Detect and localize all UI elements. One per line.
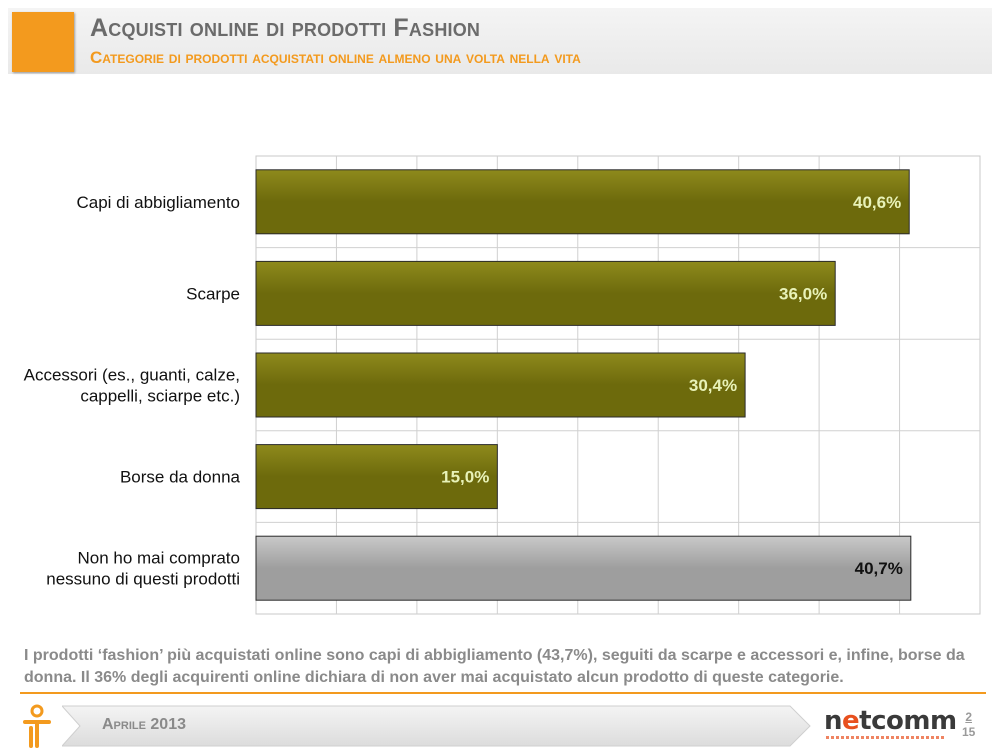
category-label: Capi di abbigliamento — [77, 193, 241, 212]
category-label: Scarpe — [186, 284, 240, 303]
category-label: Borse da donna — [120, 468, 241, 487]
bar-value-label: 36,0% — [779, 284, 827, 303]
page-title: Acquisti online di prodotti Fashion — [90, 14, 481, 42]
person-logo-icon — [23, 704, 51, 748]
page-number: 2 15 — [962, 710, 975, 740]
bar-value-label: 30,4% — [689, 376, 737, 395]
bar-value-label: 40,6% — [853, 193, 901, 212]
category-label: cappelli, sciarpe etc.) — [80, 387, 240, 406]
page-subtitle: Categorie di prodotti acquistati online … — [90, 48, 581, 67]
header-band — [8, 8, 992, 74]
netcomm-logo: netcomm — [824, 706, 957, 736]
bar — [255, 444, 498, 510]
bar — [255, 535, 912, 601]
category-label: nessuno di questi prodotti — [46, 570, 240, 589]
page-current: 2 — [965, 710, 973, 724]
bar — [255, 352, 746, 418]
bar — [255, 169, 910, 235]
page-total: 15 — [962, 725, 976, 739]
bar-value-label: 40,7% — [855, 559, 903, 578]
footnote-text: I prodotti ‘fashion’ più acquistati onli… — [24, 647, 965, 686]
netcomm-tagline-mark — [826, 736, 946, 739]
bar-chart: 40,6% Capi di abbigliamento 36,0% Scarpe 30,… — [24, 155, 981, 615]
category-label: Accessori (es., guanti, calze, — [24, 366, 240, 385]
bar — [255, 260, 836, 326]
date-arrow-banner — [62, 705, 811, 747]
bar-value-label: 15,0% — [441, 468, 489, 487]
footer-rule — [20, 692, 986, 694]
report-date: Aprile 2013 — [102, 716, 186, 733]
category-label: Non ho mai comprato — [77, 549, 240, 568]
header-accent-square — [12, 12, 74, 72]
